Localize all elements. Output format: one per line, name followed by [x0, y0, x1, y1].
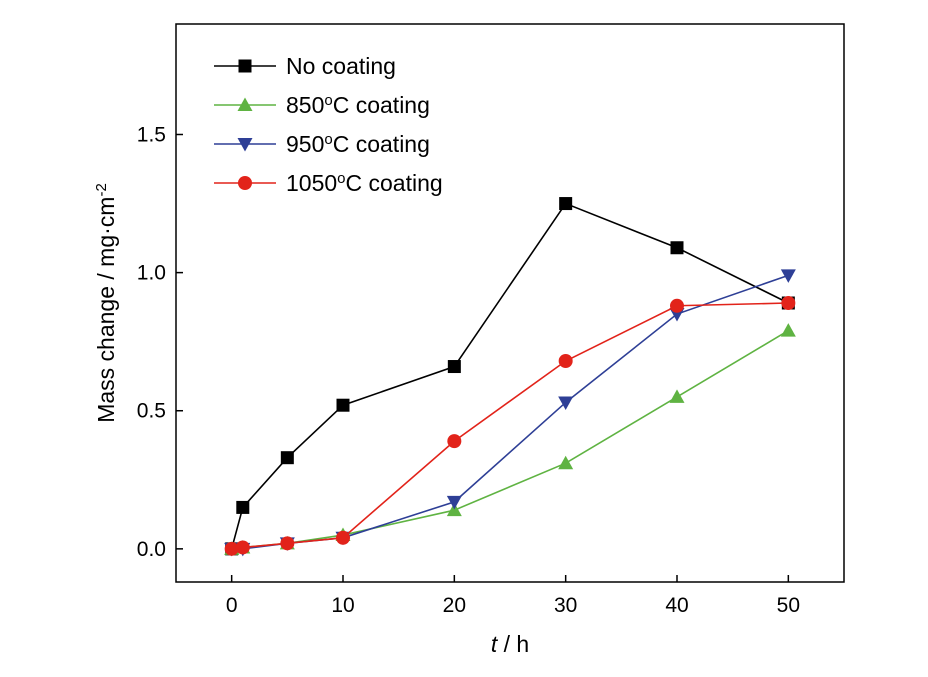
y-axis-label-sup: -2	[93, 183, 110, 196]
legend-marker	[237, 97, 253, 111]
legend-label-after: C coating	[333, 92, 430, 118]
series-1	[225, 197, 795, 556]
legend-label-after: C coating	[346, 170, 443, 196]
x-tick-label: 0	[226, 594, 238, 617]
data-point	[336, 398, 350, 412]
y-tick-label: 1.5	[137, 123, 166, 146]
data-point	[558, 354, 573, 369]
x-tick-label: 50	[777, 594, 800, 617]
y-axis-label-main: Mass change / mg·cm	[93, 197, 119, 423]
axis-ticks: 0 10 20 30 40 50 0.0 0.5 1.0 1.5	[137, 123, 800, 617]
y-tick-label: 0.5	[137, 400, 166, 423]
legend-label-sup: o	[324, 92, 332, 109]
data-point	[670, 298, 684, 313]
data-point	[280, 451, 294, 465]
y-axis-label: Mass change / mg·cm-2	[93, 183, 120, 423]
legend-label-after: C coating	[333, 131, 430, 157]
legend-label-main: 950	[286, 131, 324, 157]
legend-label: 850oC coating	[286, 92, 430, 119]
legend-item: 950oC coating	[214, 131, 430, 158]
legend-marker	[237, 138, 253, 152]
x-tick-label: 40	[665, 594, 688, 617]
x-axis-label-unit: / h	[497, 631, 529, 657]
data-point	[558, 396, 574, 410]
legend-item: No coating	[214, 53, 396, 79]
series-line	[231, 274, 789, 550]
x-tick-label: 10	[331, 594, 354, 617]
x-tick-label: 20	[443, 594, 466, 617]
legend-item: 850oC coating	[214, 92, 430, 119]
data-point	[336, 530, 350, 545]
legend-label-main: 1050	[286, 170, 337, 196]
data-point	[780, 269, 796, 283]
series-2	[224, 323, 796, 555]
x-axis-label: t / h	[491, 631, 529, 657]
x-axis-label-italic: t	[491, 631, 499, 657]
data-point	[235, 540, 250, 555]
legend-label-main: 850	[286, 92, 324, 118]
data-point	[559, 197, 573, 211]
legend-label-main: No coating	[286, 53, 396, 79]
y-tick-label: 1.0	[137, 262, 166, 285]
legend-label: 1050oC coating	[286, 170, 443, 197]
data-point	[670, 241, 684, 255]
legend-label-sup: o	[324, 131, 332, 148]
plot-frame	[175, 23, 845, 583]
data-point	[236, 500, 250, 514]
data-point	[446, 502, 462, 517]
legend-item: 1050oC coating	[214, 170, 443, 197]
data-point	[280, 536, 295, 551]
data-point	[558, 455, 574, 470]
data-point	[781, 296, 796, 310]
legend-label-sup: o	[337, 170, 345, 187]
series-layer	[224, 197, 796, 557]
y-tick-label: 0.0	[137, 538, 166, 561]
series-3	[224, 269, 796, 557]
series-4	[224, 296, 796, 556]
data-point	[224, 541, 239, 556]
series-line	[231, 329, 789, 550]
legend-label: No coating	[286, 53, 396, 79]
legend-label: 950oC coating	[286, 131, 430, 158]
data-point	[780, 323, 796, 337]
series-line	[231, 302, 789, 550]
data-point	[447, 434, 462, 449]
data-point	[447, 360, 461, 374]
x-tick-label: 30	[554, 594, 577, 617]
data-point	[669, 389, 685, 403]
legend-marker	[238, 176, 252, 190]
legend-marker	[238, 59, 252, 73]
data-point	[446, 495, 462, 510]
series-line	[230, 202, 789, 550]
